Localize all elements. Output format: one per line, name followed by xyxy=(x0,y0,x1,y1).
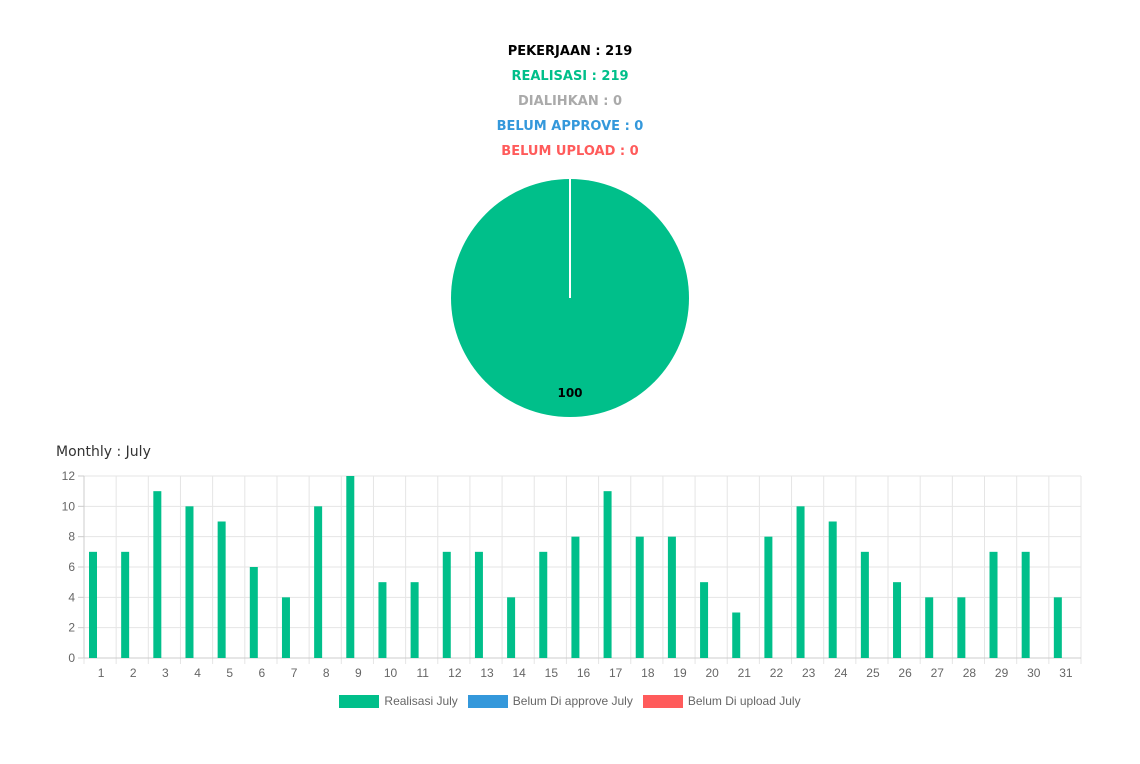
y-tick-label: 6 xyxy=(68,560,75,574)
legend-label-belum-upload: Belum Di upload July xyxy=(687,694,801,708)
x-tick-label: 22 xyxy=(770,666,784,680)
bar-realisasi[interactable] xyxy=(700,582,709,658)
bar-realisasi[interactable] xyxy=(571,536,580,658)
x-tick-label: 8 xyxy=(323,666,330,680)
y-tick-label: 2 xyxy=(68,621,75,635)
y-tick-label: 12 xyxy=(62,469,76,483)
bar-realisasi[interactable] xyxy=(796,506,805,658)
bar-realisasi[interactable] xyxy=(603,491,612,658)
x-tick-label: 10 xyxy=(384,666,398,680)
legend-label-realisasi: Realisasi July xyxy=(384,694,458,708)
legend-item-realisasi[interactable]: Realisasi July xyxy=(339,694,458,708)
x-tick-label: 15 xyxy=(545,666,559,680)
x-tick-label: 7 xyxy=(291,666,298,680)
x-tick-label: 27 xyxy=(931,666,945,680)
pekerjaan-count: PEKERJAAN : 219 xyxy=(507,44,633,59)
bar-realisasi[interactable] xyxy=(1021,551,1030,658)
belum-approve-count: BELUM APPROVE : 0 xyxy=(496,119,644,134)
x-tick-label: 1 xyxy=(98,666,105,680)
x-tick-label: 23 xyxy=(802,666,816,680)
bar-realisasi[interactable] xyxy=(635,536,644,658)
legend-swatch-belum-upload xyxy=(642,694,683,708)
bar-realisasi[interactable] xyxy=(957,597,966,658)
legend-label-belum-approve: Belum Di approve July xyxy=(512,694,633,708)
legend-swatch-realisasi xyxy=(339,694,380,708)
y-tick-label: 4 xyxy=(68,590,75,604)
bar-realisasi[interactable] xyxy=(378,582,387,658)
x-tick-label: 21 xyxy=(738,666,752,680)
dialihkan-count: DIALIHKAN : 0 xyxy=(518,94,622,109)
bar-realisasi[interactable] xyxy=(121,551,130,658)
bar-realisasi[interactable] xyxy=(764,536,773,658)
belum-upload-count: BELUM UPLOAD : 0 xyxy=(501,144,639,159)
x-tick-label: 5 xyxy=(226,666,233,680)
bar-realisasi[interactable] xyxy=(442,551,451,658)
bar-realisasi[interactable] xyxy=(474,551,483,658)
y-tick-label: 8 xyxy=(68,530,75,544)
pie-data-label: 100 xyxy=(557,386,582,400)
bar-realisasi[interactable] xyxy=(346,476,355,658)
x-tick-label: 17 xyxy=(609,666,623,680)
bar-realisasi[interactable] xyxy=(314,506,323,658)
legend-item-belum-upload[interactable]: Belum Di upload July xyxy=(642,694,801,708)
bar-realisasi[interactable] xyxy=(539,551,548,658)
bar-realisasi[interactable] xyxy=(989,551,998,658)
x-tick-label: 20 xyxy=(705,666,719,680)
x-tick-label: 2 xyxy=(130,666,137,680)
bar-realisasi[interactable] xyxy=(507,597,516,658)
bar-realisasi[interactable] xyxy=(185,506,194,658)
x-tick-label: 30 xyxy=(1027,666,1041,680)
bar-realisasi[interactable] xyxy=(249,567,258,658)
realisasi-count: REALISASI : 219 xyxy=(511,69,629,84)
x-tick-label: 11 xyxy=(416,666,429,680)
x-tick-label: 14 xyxy=(512,666,526,680)
x-tick-label: 28 xyxy=(963,666,977,680)
bar-realisasi[interactable] xyxy=(153,491,162,658)
x-tick-label: 16 xyxy=(577,666,591,680)
legend-item-belum-approve[interactable]: Belum Di approve July xyxy=(467,694,633,708)
pie-chart: 100 xyxy=(451,179,689,417)
x-tick-label: 3 xyxy=(162,666,169,680)
bar-realisasi[interactable] xyxy=(667,536,676,658)
bar-realisasi[interactable] xyxy=(732,612,741,659)
bar-realisasi[interactable] xyxy=(893,582,902,658)
bar-realisasi[interactable] xyxy=(89,551,97,658)
x-tick-label: 18 xyxy=(641,666,655,680)
x-tick-label: 9 xyxy=(355,666,362,680)
monthly-title: Monthly : July xyxy=(56,444,151,460)
bar-realisasi[interactable] xyxy=(281,597,290,658)
x-tick-label: 24 xyxy=(834,666,848,680)
y-tick-label: 0 xyxy=(68,651,75,665)
x-tick-label: 31 xyxy=(1059,666,1073,680)
x-tick-label: 4 xyxy=(194,666,201,680)
y-tick-label: 10 xyxy=(62,499,76,513)
bar-realisasi[interactable] xyxy=(217,521,226,659)
x-tick-label: 29 xyxy=(995,666,1009,680)
bar-realisasi[interactable] xyxy=(410,582,419,658)
x-tick-label: 6 xyxy=(259,666,266,680)
bar-realisasi[interactable] xyxy=(828,521,837,659)
bar-realisasi[interactable] xyxy=(1053,597,1062,658)
bar-realisasi[interactable] xyxy=(925,597,934,658)
x-tick-label: 25 xyxy=(866,666,880,680)
x-tick-label: 26 xyxy=(898,666,912,680)
legend-swatch-belum-approve xyxy=(467,694,508,708)
x-tick-label: 19 xyxy=(673,666,687,680)
bar-realisasi[interactable] xyxy=(860,551,869,658)
chart-legend: Realisasi July Belum Di approve July Bel… xyxy=(0,694,1140,708)
x-tick-label: 13 xyxy=(480,666,494,680)
x-tick-label: 12 xyxy=(448,666,462,680)
